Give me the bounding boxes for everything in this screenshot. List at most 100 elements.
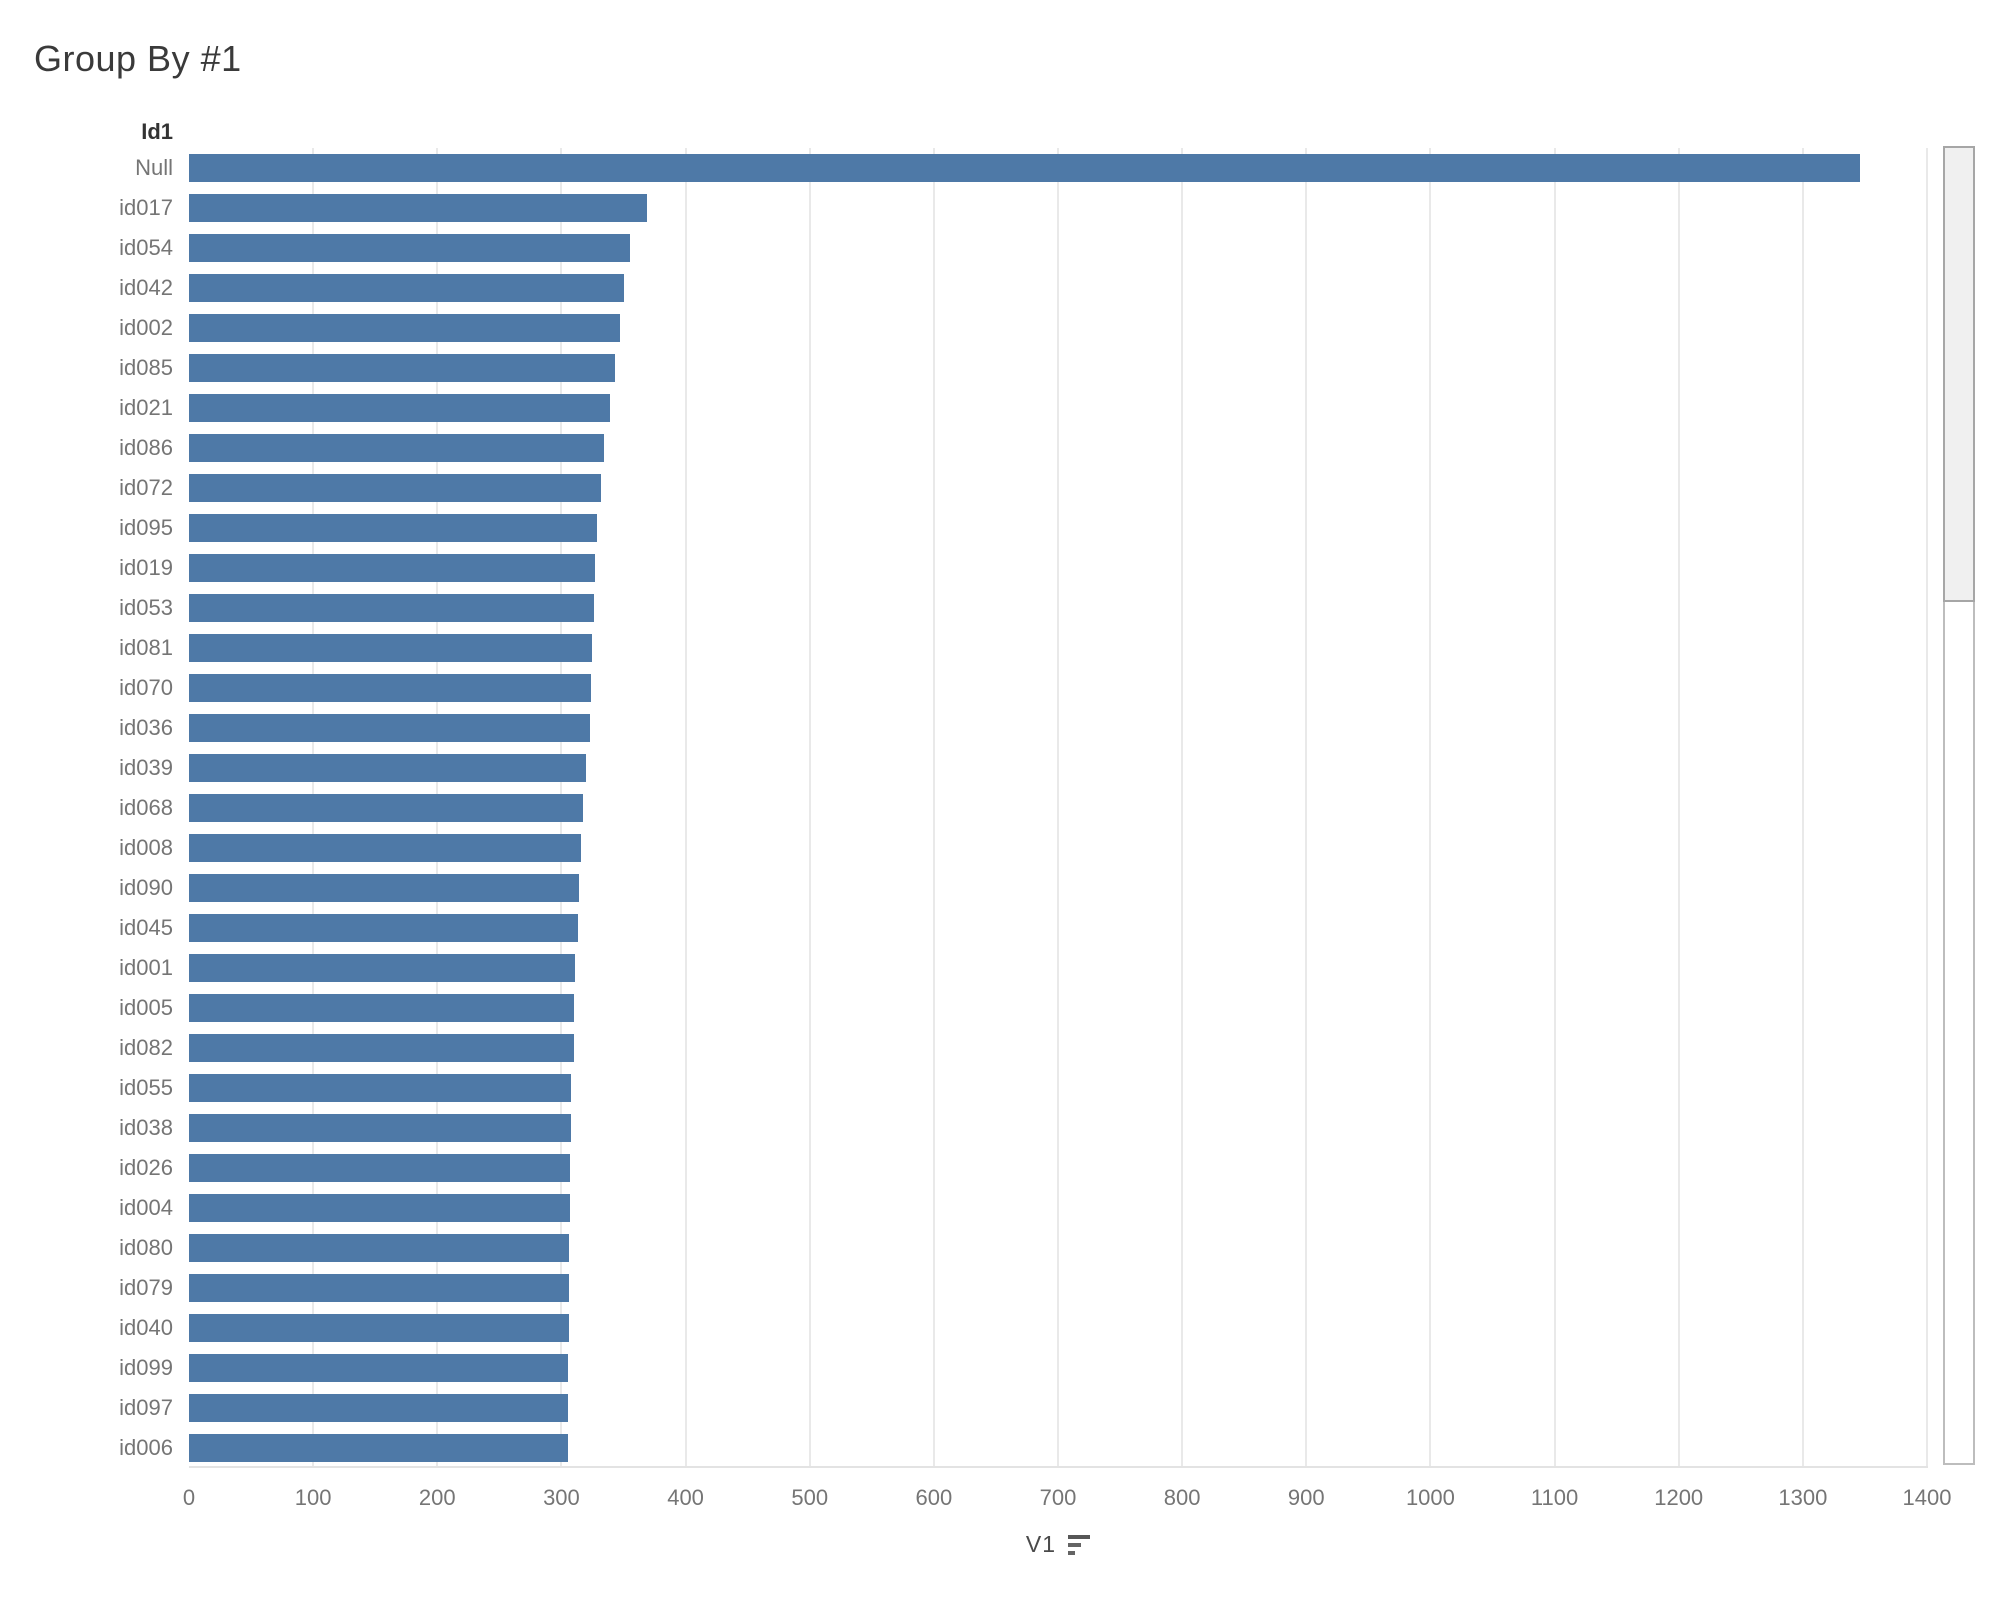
chart-row: id001: [0, 948, 1940, 988]
bar-mark[interactable]: [189, 1274, 569, 1302]
category-label[interactable]: id039: [119, 755, 173, 780]
chart-row: id042: [0, 268, 1940, 308]
bar-mark[interactable]: [189, 594, 594, 622]
category-label[interactable]: id082: [119, 1035, 173, 1060]
vertical-scrollbar-thumb[interactable]: [1943, 146, 1975, 602]
bar-mark[interactable]: [189, 634, 593, 662]
x-axis-tick-label: 900: [1287, 1485, 1325, 1510]
category-label[interactable]: id090: [119, 875, 173, 900]
bar-mark[interactable]: [189, 1034, 574, 1062]
x-axis-tick-labels: 0 100 200 300 400 500 600 700 800 900 1000 1100 1200…: [0, 1485, 2000, 1515]
bar-mark[interactable]: [189, 394, 610, 422]
bar-mark[interactable]: [189, 754, 587, 782]
bar-mark[interactable]: [189, 554, 595, 582]
bar-mark[interactable]: [189, 154, 1860, 182]
chart-row: id036: [0, 708, 1940, 748]
category-label[interactable]: id006: [119, 1435, 173, 1460]
category-label[interactable]: id054: [119, 235, 173, 260]
category-label[interactable]: id086: [119, 435, 173, 460]
bar-mark[interactable]: [189, 474, 602, 502]
category-label[interactable]: id097: [119, 1395, 173, 1420]
category-label[interactable]: id085: [119, 355, 173, 380]
chart-row: id026: [0, 1148, 1940, 1188]
x-axis-title-label[interactable]: V1: [1025, 1531, 1057, 1557]
category-label[interactable]: id001: [119, 955, 173, 980]
bar-mark[interactable]: [189, 914, 578, 942]
chart-row: id039: [0, 748, 1940, 788]
chart-row: id045: [0, 908, 1940, 948]
bar-mark[interactable]: [189, 874, 579, 902]
bar-mark[interactable]: [189, 1354, 568, 1382]
bar-mark[interactable]: [189, 1114, 572, 1142]
bar-mark[interactable]: [189, 274, 624, 302]
category-label[interactable]: id026: [119, 1155, 173, 1180]
category-label[interactable]: id038: [119, 1115, 173, 1140]
category-label[interactable]: id072: [119, 475, 173, 500]
x-axis-line: [189, 1466, 1928, 1468]
category-label[interactable]: id036: [119, 715, 173, 740]
sort-descending-icon[interactable]: [1068, 1534, 1091, 1555]
vertical-scrollbar-track[interactable]: [1943, 146, 1975, 1465]
bar-mark[interactable]: [189, 1314, 569, 1342]
chart-row: id097: [0, 1388, 1940, 1428]
bar-mark[interactable]: [189, 514, 598, 542]
bar-mark[interactable]: [189, 994, 574, 1022]
category-label[interactable]: id004: [119, 1195, 173, 1220]
category-label[interactable]: id008: [119, 835, 173, 860]
bar-mark[interactable]: [189, 794, 583, 822]
chart-row: id079: [0, 1268, 1940, 1308]
bar-mark[interactable]: [189, 954, 576, 982]
chart-row: id072: [0, 468, 1940, 508]
x-axis-tick-label: 1400: [1902, 1485, 1952, 1510]
x-axis-tick-label: 500: [791, 1485, 829, 1510]
chart-row: id002: [0, 308, 1940, 348]
category-label[interactable]: Null: [135, 155, 173, 180]
category-label[interactable]: id040: [119, 1315, 173, 1340]
category-label[interactable]: id005: [119, 995, 173, 1020]
bar-mark[interactable]: [189, 234, 630, 262]
bar-mark[interactable]: [189, 434, 604, 462]
chart-row: id005: [0, 988, 1940, 1028]
category-label[interactable]: id019: [119, 555, 173, 580]
chart-row: id053: [0, 588, 1940, 628]
category-label[interactable]: id017: [119, 195, 173, 220]
chart-row: id017: [0, 188, 1940, 228]
x-axis-tick-label: 800: [1163, 1485, 1201, 1510]
bar-mark[interactable]: [189, 1234, 569, 1262]
chart-row: id004: [0, 1188, 1940, 1228]
chart-row: Null: [0, 148, 1940, 188]
chart-row: id040: [0, 1308, 1940, 1348]
category-label[interactable]: id021: [119, 395, 173, 420]
category-label[interactable]: id053: [119, 595, 173, 620]
bar-mark[interactable]: [189, 714, 590, 742]
category-label[interactable]: id045: [119, 915, 173, 940]
category-label[interactable]: id042: [119, 275, 173, 300]
category-label[interactable]: id095: [119, 515, 173, 540]
x-axis-tick-label: 100: [294, 1485, 332, 1510]
chart-row: id019: [0, 548, 1940, 588]
x-axis-tick-label: 400: [667, 1485, 704, 1510]
chart-title: Group By #1: [34, 38, 242, 79]
chart-row: id021: [0, 388, 1940, 428]
category-label[interactable]: id055: [119, 1075, 173, 1100]
category-label[interactable]: id068: [119, 795, 173, 820]
bar-mark[interactable]: [189, 1074, 572, 1102]
category-label[interactable]: id070: [119, 675, 173, 700]
category-label[interactable]: id099: [119, 1355, 173, 1380]
chart-row: id095: [0, 508, 1940, 548]
bar-mark[interactable]: [189, 1154, 571, 1182]
bar-mark[interactable]: [189, 834, 582, 862]
bar-mark[interactable]: [189, 1394, 568, 1422]
category-label[interactable]: id079: [119, 1275, 173, 1300]
category-label[interactable]: id002: [119, 315, 173, 340]
bar-mark[interactable]: [189, 674, 592, 702]
bar-mark[interactable]: [189, 1194, 571, 1222]
bar-mark[interactable]: [189, 314, 620, 342]
category-label[interactable]: id081: [119, 635, 173, 660]
bar-mark[interactable]: [189, 1434, 568, 1462]
category-label[interactable]: id080: [119, 1235, 173, 1260]
bar-mark[interactable]: [189, 354, 615, 382]
x-axis-tick-label: 600: [915, 1485, 953, 1510]
column-header: Id1: [141, 119, 173, 144]
bar-mark[interactable]: [189, 194, 648, 222]
